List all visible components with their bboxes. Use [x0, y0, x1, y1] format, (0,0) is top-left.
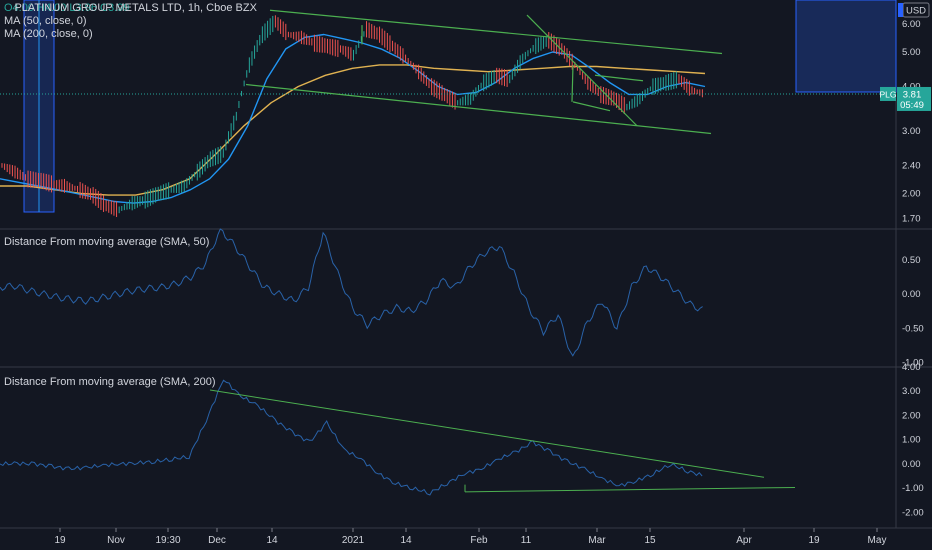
bar-countdown-label: 05:49 [900, 100, 924, 111]
time-tick-label: May [868, 535, 887, 546]
wedge-upper-trendline [526, 14, 638, 127]
price-range-box [795, 0, 897, 93]
pane3-title[interactable]: Distance From moving average (SMA, 200) [4, 376, 216, 388]
y-tick-label: 4.00 [902, 362, 921, 373]
pane2-legend: Distance From moving average (SMA, 50) [4, 236, 209, 249]
y-tick-label: 3.00 [902, 386, 921, 397]
time-tick-label: 11 [521, 535, 532, 546]
last-price-badge [897, 86, 931, 111]
y-tick-label: 0.50 [902, 255, 921, 266]
pane2-title[interactable]: Distance From moving average (SMA, 50) [4, 236, 210, 248]
ohlc-readout: O4.00 H4.00 L3.96 C3.99 [4, 2, 130, 14]
symbol-badge [880, 86, 896, 101]
y-tick-label: 4.00 [902, 81, 921, 92]
y-tick-label: 1.00 [902, 435, 921, 446]
wedge-lower-trendline [572, 101, 611, 112]
currency-label: USD [906, 6, 926, 17]
y-tick-label: 1.70 [902, 214, 921, 225]
symbol-badge-label: PLG [879, 89, 896, 99]
wedge-resistance [594, 74, 644, 82]
pane3-legend: Distance From moving average (SMA, 200) [4, 376, 216, 389]
channel-upper-trendline [269, 9, 723, 55]
y-tick-label: -1.00 [902, 358, 924, 369]
last-price-label: 3.81 [903, 89, 922, 100]
time-tick-label: 19:30 [155, 535, 180, 546]
y-tick-label: 2.00 [902, 189, 921, 200]
time-tick-label: Mar [588, 535, 606, 546]
triangle-upper-trendline [209, 389, 765, 478]
y-tick-label: 0.00 [902, 459, 921, 470]
symbol-name: PLATINUM GROUP METALS LTD, 1h, Cboe BZX [14, 2, 257, 14]
time-tick-label: Nov [107, 535, 125, 546]
time-tick-label: Apr [736, 535, 752, 546]
y-tick-label: 5.00 [902, 47, 921, 58]
distance-sma50-line [0, 228, 703, 357]
time-tick-label: 19 [54, 535, 66, 546]
time-tick-label: 19 [808, 535, 820, 546]
ma200-legend[interactable]: MA (200, close, 0) [4, 28, 93, 40]
time-tick-label: 2021 [342, 535, 365, 546]
y-tick-label: 2.00 [902, 410, 921, 421]
time-tick-label: Feb [470, 535, 488, 546]
symbol-title: O4.00 H4.00 L3.96 C3.99 PLATINUM GROUP M… [4, 2, 257, 15]
distance-sma200-line [0, 379, 703, 496]
triangle-lower-trendline [464, 486, 796, 493]
wedge-marker [571, 64, 574, 102]
main-legend: O4.00 H4.00 L3.96 C3.99 PLATINUM GROUP M… [4, 2, 257, 41]
time-tick-label: 14 [266, 535, 278, 546]
y-tick-label: 2.40 [902, 160, 921, 171]
y-tick-label: -0.50 [902, 323, 924, 334]
y-tick-label: 3.00 [902, 126, 921, 137]
currency-accent [898, 3, 903, 17]
ma50-legend[interactable]: MA (50, close, 0) [4, 15, 87, 27]
y-tick-label: 0.00 [902, 289, 921, 300]
time-tick-label: Dec [208, 535, 226, 546]
y-tick-label: -2.00 [902, 507, 924, 518]
time-tick-label: 15 [644, 535, 656, 546]
channel-lower-trendline [245, 83, 712, 135]
time-tick-label: 14 [400, 535, 412, 546]
ma50-line [0, 33, 706, 204]
y-tick-label: 6.00 [902, 19, 921, 30]
y-tick-label: -1.00 [902, 483, 924, 494]
